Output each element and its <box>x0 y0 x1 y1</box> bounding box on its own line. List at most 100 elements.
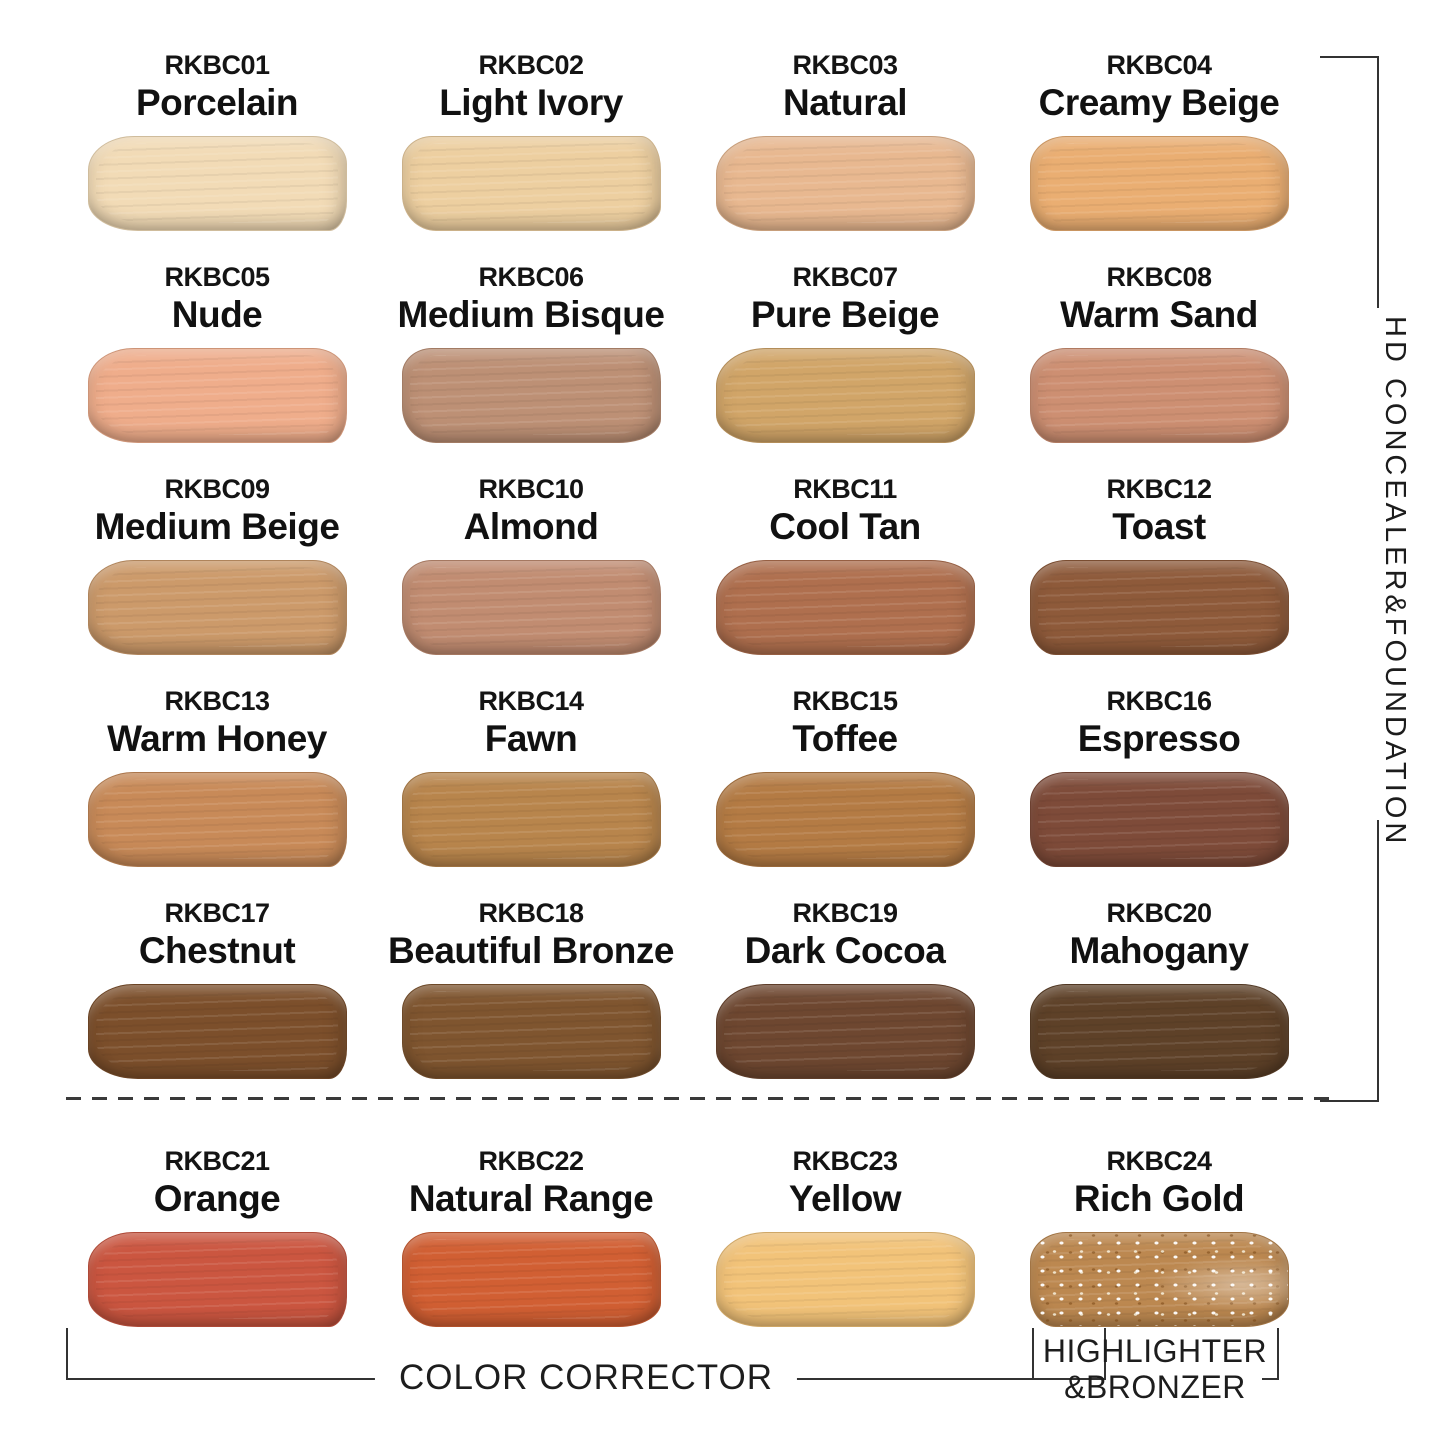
shade-swatch <box>715 347 975 443</box>
shade-name: Fawn <box>484 718 578 760</box>
shade-name: Toast <box>1112 506 1206 548</box>
shade-swatch <box>715 1231 975 1327</box>
group-label-color-corrector: COLOR CORRECTOR <box>374 1358 798 1398</box>
highlighter-label-line2: &BRONZER <box>1064 1368 1246 1405</box>
shade-cell: RKBC15 Toffee <box>688 678 1002 890</box>
shade-swatch <box>87 559 347 655</box>
shade-swatch <box>715 559 975 655</box>
shade-code: RKBC12 <box>1106 474 1212 504</box>
shade-swatch <box>87 135 347 231</box>
shade-cell: RKBC22 Natural Range <box>374 1138 688 1350</box>
shade-code: RKBC11 <box>793 474 897 504</box>
shade-code: RKBC16 <box>1106 686 1212 716</box>
shade-cell: RKBC13 Warm Honey <box>60 678 374 890</box>
shade-name: Natural <box>783 82 907 124</box>
shade-cell: RKBC23 Yellow <box>688 1138 1002 1350</box>
shade-swatch <box>87 983 347 1079</box>
shade-cell: RKBC18 Beautiful Bronze <box>374 890 688 1102</box>
shade-code: RKBC06 <box>478 262 584 292</box>
shade-cell: RKBC16 Espresso <box>1002 678 1316 890</box>
shade-name: Light Ivory <box>439 82 623 124</box>
shade-name: Natural Range <box>408 1178 654 1220</box>
shade-swatch <box>715 135 975 231</box>
shade-cell: RKBC19 Dark Cocoa <box>688 890 1002 1102</box>
shade-name: Yellow <box>788 1178 902 1220</box>
group-label-highlighter-bronzer: HIGHLIGHTER &BRONZER <box>1042 1333 1268 1406</box>
swatch-grid-bottom: RKBC21 Orange RKBC22 Natural Range RKBC23 Yel… <box>60 1138 1316 1350</box>
shade-swatch <box>401 771 661 867</box>
right-bracket-top <box>1320 56 1379 308</box>
shade-name: Orange <box>153 1178 281 1220</box>
highlighter-label-line1: HIGHLIGHTER <box>1042 1333 1268 1369</box>
shade-swatch <box>1029 135 1289 231</box>
shade-name: Dark Cocoa <box>744 930 946 972</box>
shade-code: RKBC18 <box>478 898 584 928</box>
shade-swatch <box>401 135 661 231</box>
shade-swatch <box>87 771 347 867</box>
shade-swatch <box>1029 1231 1289 1327</box>
shade-swatch <box>401 347 661 443</box>
shade-code: RKBC24 <box>1106 1146 1212 1176</box>
shade-code: RKBC10 <box>478 474 584 504</box>
shade-code: RKBC03 <box>792 50 898 80</box>
right-bracket-bottom <box>1320 820 1379 1102</box>
shade-cell: RKBC21 Orange <box>60 1138 374 1350</box>
shade-name: Chestnut <box>138 930 296 972</box>
shade-code: RKBC15 <box>792 686 898 716</box>
shade-swatch <box>87 347 347 443</box>
shade-code: RKBC04 <box>1106 50 1212 80</box>
shade-cell: RKBC12 Toast <box>1002 466 1316 678</box>
shade-cell: RKBC05 Nude <box>60 254 374 466</box>
shade-cell: RKBC08 Warm Sand <box>1002 254 1316 466</box>
color-corrector-bracket: COLOR CORRECTOR <box>66 1328 1106 1398</box>
shade-name: Cool Tan <box>769 506 921 548</box>
shade-cell: RKBC14 Fawn <box>374 678 688 890</box>
shade-code: RKBC08 <box>1106 262 1212 292</box>
shade-name: Rich Gold <box>1073 1178 1245 1220</box>
shade-cell: RKBC09 Medium Beige <box>60 466 374 678</box>
shade-cell: RKBC02 Light Ivory <box>374 42 688 254</box>
shade-code: RKBC13 <box>164 686 270 716</box>
shade-name: Espresso <box>1077 718 1241 760</box>
shade-code: RKBC20 <box>1106 898 1212 928</box>
shade-name: Almond <box>463 506 599 548</box>
shade-name: Creamy Beige <box>1038 82 1280 124</box>
shade-cell: RKBC24 Rich Gold <box>1002 1138 1316 1350</box>
shade-name: Nude <box>171 294 263 336</box>
shade-code: RKBC22 <box>478 1146 584 1176</box>
shade-name: Warm Honey <box>107 718 327 760</box>
shade-name: Toffee <box>792 718 898 760</box>
shade-swatch <box>1029 983 1289 1079</box>
highlighter-bracket-right <box>1262 1328 1279 1380</box>
shade-swatch <box>1029 559 1289 655</box>
shade-cell: RKBC06 Medium Bisque <box>374 254 688 466</box>
shade-cell: RKBC04 Creamy Beige <box>1002 42 1316 254</box>
shade-swatch <box>715 771 975 867</box>
group-label-concealer-foundation: HD CONCEALER&FOUNDATION <box>1379 316 1411 848</box>
shade-cell: RKBC20 Mahogany <box>1002 890 1316 1102</box>
dashed-divider <box>66 1097 1340 1100</box>
shade-name: Pure Beige <box>750 294 940 336</box>
shade-swatch <box>87 1231 347 1327</box>
shade-code: RKBC01 <box>164 50 270 80</box>
shade-swatch <box>401 559 661 655</box>
shade-code: RKBC14 <box>478 686 584 716</box>
shade-code: RKBC17 <box>164 898 270 928</box>
shade-cell: RKBC01 Porcelain <box>60 42 374 254</box>
shade-name: Porcelain <box>135 82 299 124</box>
shade-cell: RKBC07 Pure Beige <box>688 254 1002 466</box>
shade-name: Medium Bisque <box>397 294 665 336</box>
shade-name: Beautiful Bronze <box>388 930 674 972</box>
shade-swatch <box>401 1231 661 1327</box>
shade-code: RKBC09 <box>164 474 270 504</box>
shade-cell: RKBC10 Almond <box>374 466 688 678</box>
shade-swatch <box>401 983 661 1079</box>
shade-swatch <box>715 983 975 1079</box>
shade-name: Mahogany <box>1069 930 1249 972</box>
shade-code: RKBC02 <box>478 50 584 80</box>
shade-name: Warm Sand <box>1060 294 1258 336</box>
shade-code: RKBC19 <box>792 898 898 928</box>
shade-cell: RKBC03 Natural <box>688 42 1002 254</box>
shade-cell: RKBC17 Chestnut <box>60 890 374 1102</box>
